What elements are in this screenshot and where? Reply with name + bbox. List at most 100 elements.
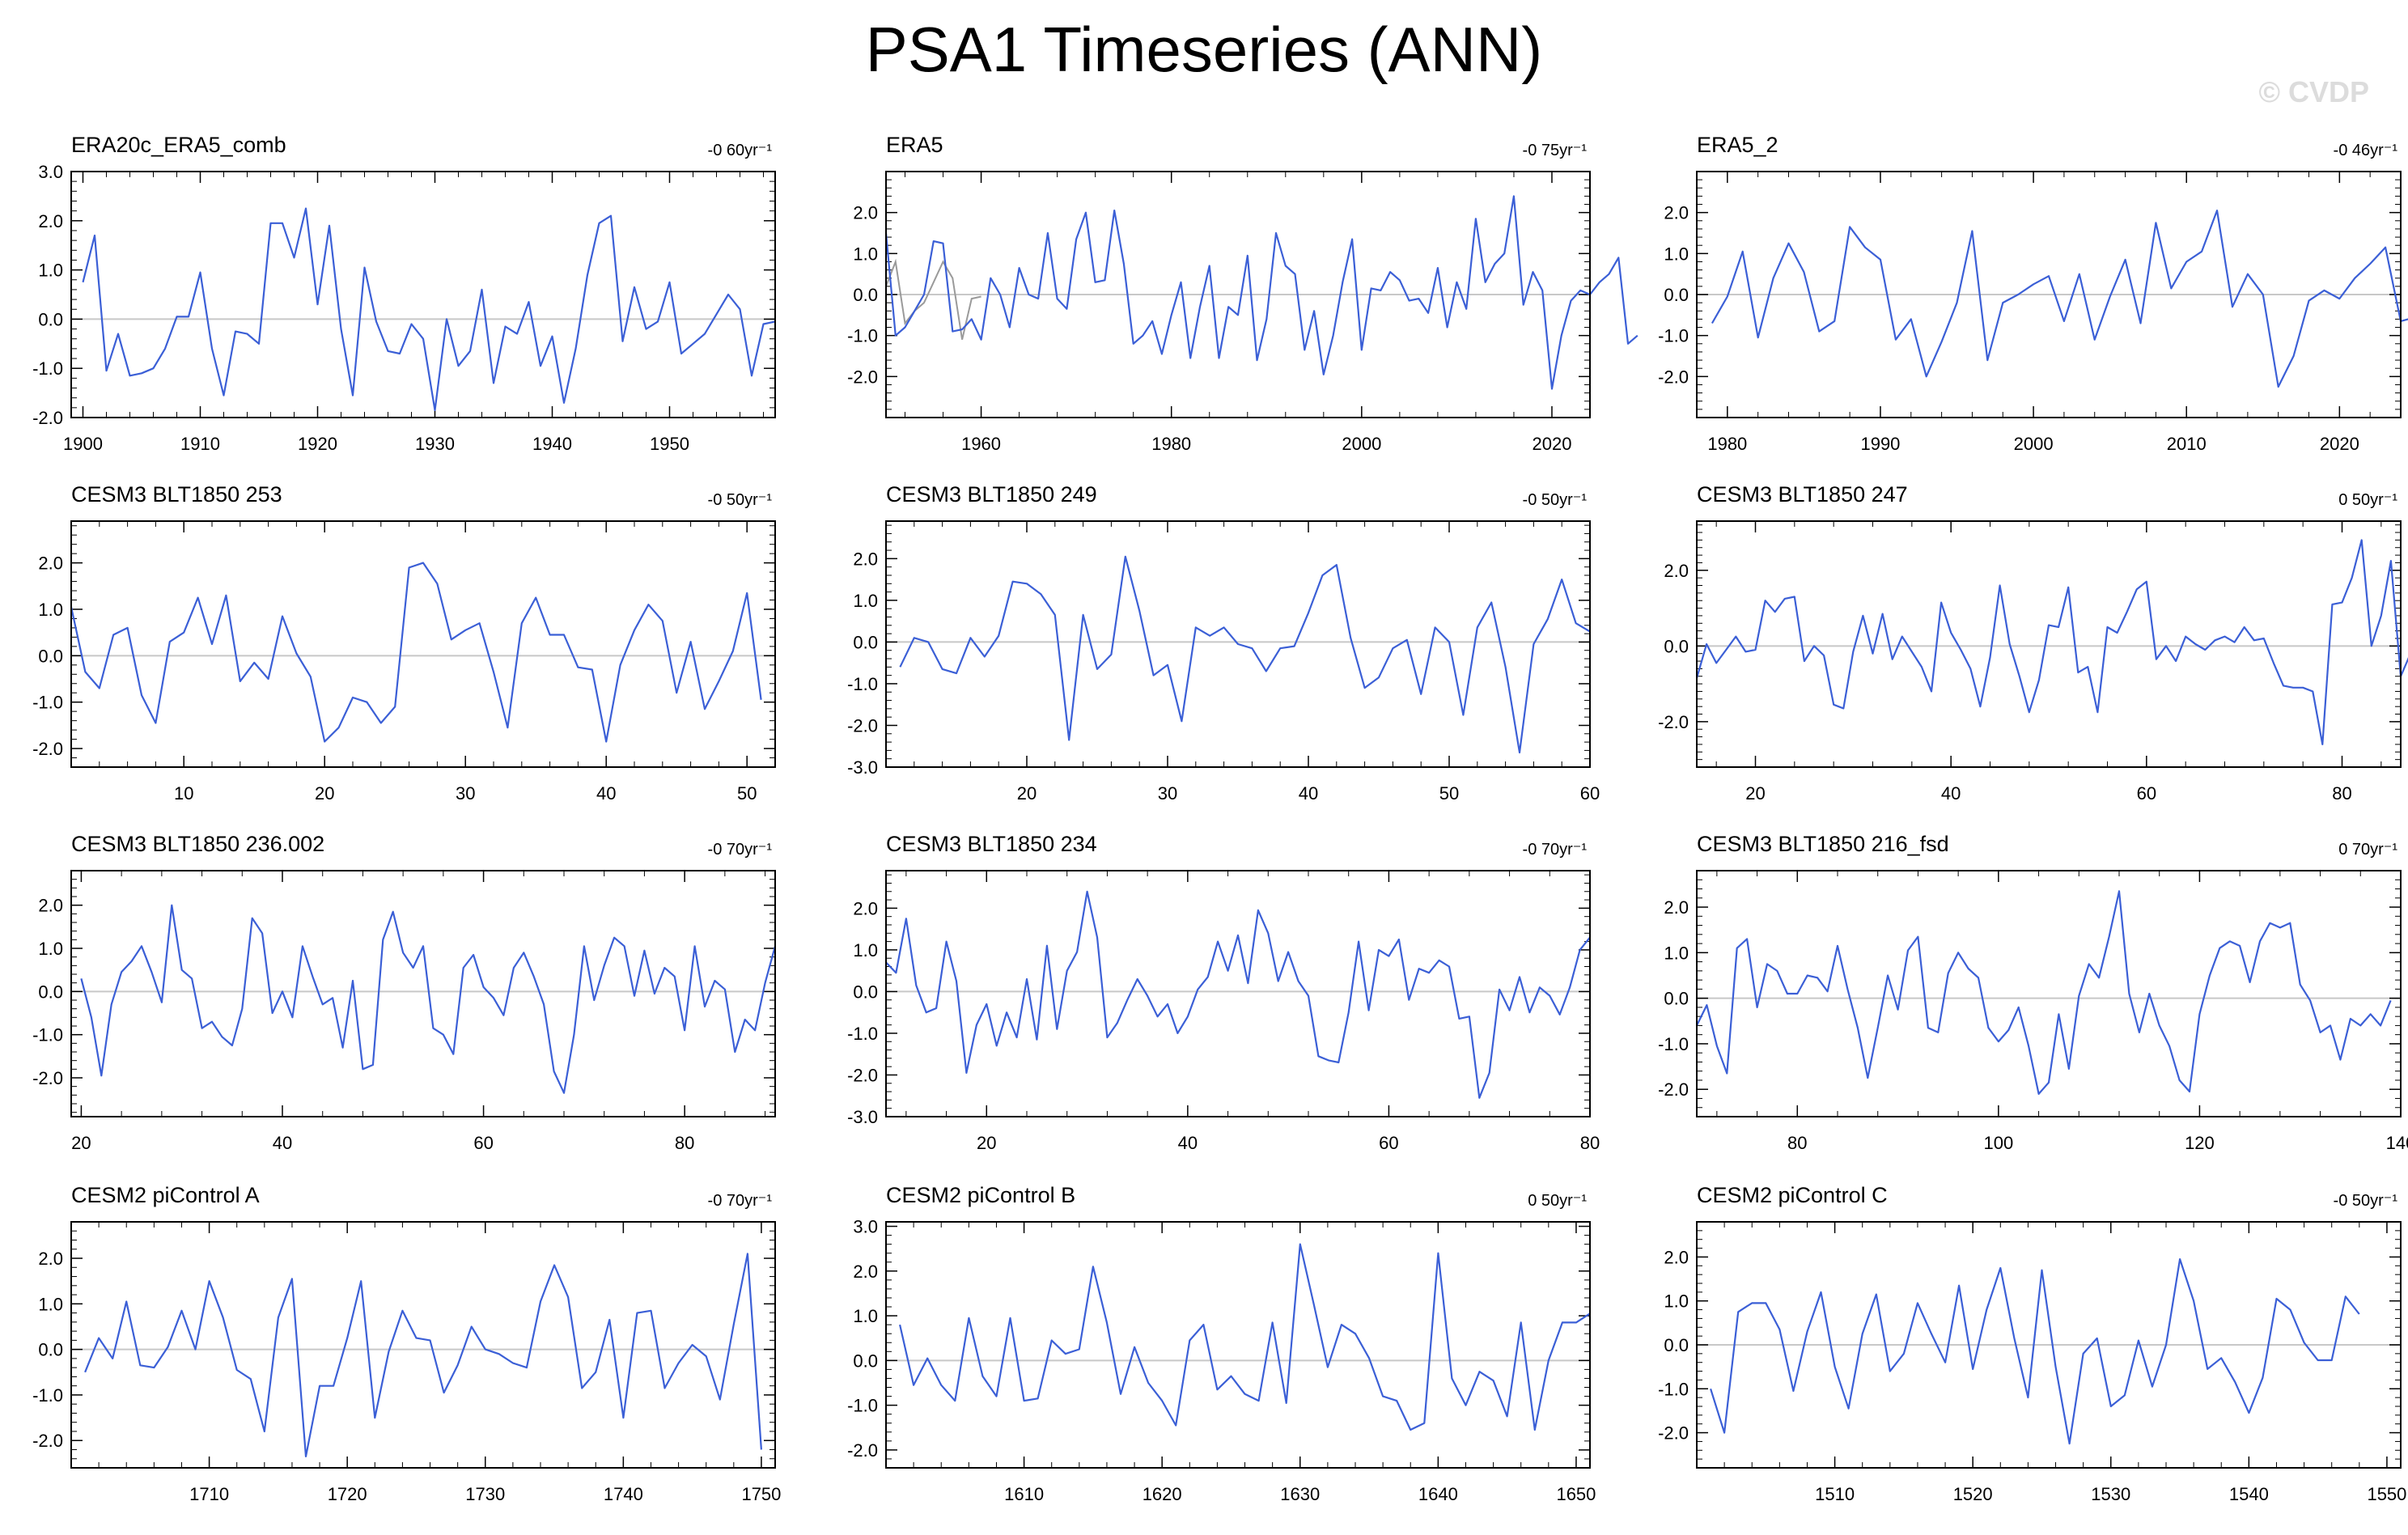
y-tick-label: 0.0 [38, 1340, 63, 1360]
x-tick-label: 60 [1379, 1133, 1398, 1153]
x-tick-label: 1530 [2091, 1484, 2130, 1504]
y-tick-label: -2.0 [1658, 367, 1689, 387]
x-tick-label: 20 [315, 783, 334, 804]
x-tick-label: 1540 [2229, 1484, 2269, 1504]
panel-title: CESM3 BLT1850 234 [886, 832, 1097, 856]
panel-title: CESM3 BLT1850 236.002 [71, 832, 324, 856]
y-tick-label: -1.0 [32, 358, 63, 379]
x-tick-label: 60 [2137, 783, 2156, 804]
x-tick-label: 1960 [961, 434, 1001, 454]
y-tick-label: -1.0 [1658, 1379, 1689, 1399]
y-tick-label: -3.0 [847, 757, 878, 778]
x-tick-label: 1980 [1707, 434, 1747, 454]
chart-panel: CESM2 piControl C -0 50yr⁻¹ 2.0 1.0 0.0 -1.0 -… [1658, 1183, 2406, 1504]
trend-label: 0 70yr⁻¹ [2338, 841, 2397, 859]
y-tick-label: 1.0 [1664, 943, 1689, 963]
x-tick-label: 1920 [298, 434, 337, 454]
y-tick-label: -2.0 [32, 1068, 63, 1088]
x-tick-label: 40 [273, 1133, 292, 1153]
x-tick-label: 80 [1580, 1133, 1600, 1153]
x-tick-label: 1730 [465, 1484, 505, 1504]
x-tick-label: 1980 [1151, 434, 1191, 454]
plot-frame [70, 520, 776, 768]
plot-frame [1696, 870, 2402, 1117]
y-tick-label: 0.0 [38, 646, 63, 666]
y-tick-label: 0.0 [1664, 1335, 1689, 1355]
x-tick-label: 2020 [2320, 434, 2359, 454]
y-tick-label: -1.0 [847, 674, 878, 694]
plot-frame [1696, 171, 2402, 418]
y-tick-label: -1.0 [1658, 1034, 1689, 1054]
plot-frame [70, 870, 776, 1117]
y-tick-label: 0.0 [853, 285, 878, 305]
trend-label: -0 50yr⁻¹ [1523, 491, 1588, 509]
y-tick-label: -2.0 [1658, 1079, 1689, 1100]
x-tick-label: 1930 [415, 434, 455, 454]
series-line [885, 890, 1591, 1099]
plot-frame [885, 171, 1591, 418]
series-line [70, 562, 762, 743]
y-tick-label: 1.0 [1664, 1291, 1689, 1312]
series-line [899, 555, 1591, 754]
chart-panel: CESM3 BLT1850 234 -0 70yr⁻¹ 2.0 1.0 0.0 -1.0 -… [847, 832, 1600, 1153]
x-tick-label: 120 [2185, 1133, 2215, 1153]
panel-title: ERA20c_ERA5_comb [71, 133, 286, 157]
trend-label: 0 50yr⁻¹ [1528, 1192, 1587, 1210]
trend-label: -0 70yr⁻¹ [708, 841, 773, 859]
trend-label: -0 70yr⁻¹ [1523, 841, 1588, 859]
trend-label: -0 50yr⁻¹ [708, 491, 773, 509]
y-tick-label: -2.0 [847, 1440, 878, 1461]
x-tick-label: 1740 [604, 1484, 643, 1504]
panel-title: CESM2 piControl A [71, 1183, 260, 1207]
x-tick-label: 1610 [1004, 1484, 1044, 1504]
x-tick-label: 20 [1017, 783, 1037, 804]
x-tick-label: 2010 [2167, 434, 2207, 454]
y-tick-label: 1.0 [853, 244, 878, 264]
figure-title: PSA1 Timeseries (ANN) [866, 14, 1543, 85]
plot-frame [1696, 520, 2402, 768]
series-line [1710, 1257, 2360, 1445]
x-tick-label: 1630 [1280, 1484, 1320, 1504]
y-tick-label: -2.0 [847, 1065, 878, 1085]
y-tick-label: 2.0 [38, 211, 63, 231]
x-tick-label: 140 [2386, 1133, 2408, 1153]
panel-grid: ERA20c_ERA5_comb -0 60yr⁻¹ 3.0 2.0 1.0 0.0 -1.… [32, 133, 2408, 1504]
plot-frame [885, 520, 1591, 768]
x-tick-label: 20 [977, 1133, 996, 1153]
y-tick-label: 0.0 [853, 982, 878, 1002]
x-tick-label: 20 [71, 1133, 91, 1153]
plot-frame [1696, 1221, 2402, 1469]
series-line [80, 904, 777, 1094]
y-tick-label: 2.0 [853, 1261, 878, 1282]
chart-panel: CESM2 piControl B 0 50yr⁻¹ 3.0 2.0 1.0 0.0 -1.… [847, 1183, 1596, 1504]
y-tick-label: -1.0 [32, 1025, 63, 1045]
x-tick-label: 80 [1787, 1133, 1807, 1153]
trend-label: -0 50yr⁻¹ [2334, 1192, 2398, 1210]
x-tick-label: 100 [1983, 1133, 2013, 1153]
y-tick-label: 3.0 [38, 162, 63, 182]
y-tick-label: 3.0 [853, 1217, 878, 1237]
chart-panel: CESM3 BLT1850 249 -0 50yr⁻¹ 2.0 1.0 0.0 -1.0 -… [847, 482, 1600, 804]
plot-frame [70, 171, 776, 418]
trend-label: 0 50yr⁻¹ [2338, 491, 2397, 509]
y-tick-label: 2.0 [853, 898, 878, 918]
overlay-series-line [885, 258, 981, 340]
x-tick-label: 40 [596, 783, 616, 804]
x-tick-label: 1910 [180, 434, 220, 454]
y-tick-label: 0.0 [1664, 285, 1689, 305]
series-line [84, 1253, 762, 1458]
panel-title: ERA5 [886, 133, 943, 157]
x-tick-label: 1620 [1143, 1484, 1182, 1504]
chart-panel: CESM3 BLT1850 236.002 -0 70yr⁻¹ 2.0 1.0 0.0 -… [32, 832, 777, 1153]
y-tick-label: 2.0 [853, 203, 878, 223]
x-tick-label: 2000 [1342, 434, 1381, 454]
plot-frame [70, 1221, 776, 1469]
y-tick-label: 1.0 [853, 591, 878, 611]
y-tick-label: 1.0 [853, 1306, 878, 1326]
x-tick-label: 50 [1439, 783, 1459, 804]
y-tick-label: 1.0 [38, 261, 63, 281]
x-tick-label: 60 [473, 1133, 493, 1153]
x-tick-label: 40 [1299, 783, 1318, 804]
y-tick-label: 0.0 [853, 1351, 878, 1371]
